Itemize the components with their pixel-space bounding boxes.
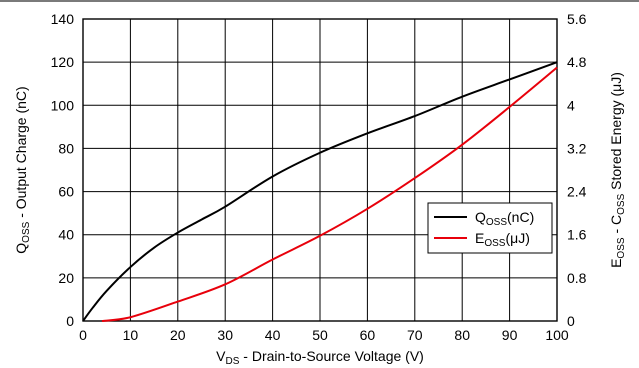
x-axis-title: VDS - Drain-to-Source Voltage (V) — [216, 348, 424, 367]
legend-box — [427, 202, 553, 254]
y-left-axis-title: QOSS - Output Charge (nC) — [13, 86, 32, 253]
y-right-tick-label-2: 1.6 — [567, 227, 587, 243]
y-right-tick-labels: 0 0.8 1.6 2.4 3.2 4 4.8 5.6 — [567, 11, 587, 329]
y-left-tick-label-6: 120 — [51, 54, 75, 70]
top-border-line — [0, 0, 639, 2]
series-lines — [82, 61, 558, 322]
x-tick-label-5: 50 — [312, 327, 328, 343]
y-left-tick-label-3: 60 — [58, 184, 74, 200]
x-tick-label-3: 30 — [217, 327, 233, 343]
y-left-tick-label-4: 80 — [58, 140, 74, 156]
series-line-qoss — [82, 61, 558, 322]
x-tick-label-10: 100 — [545, 327, 569, 343]
y-right-tick-label-3: 2.4 — [567, 184, 587, 200]
plot-frame — [82, 18, 558, 322]
x-tick-label-2: 20 — [170, 327, 186, 343]
y-right-tick-label-0: 0 — [567, 313, 575, 329]
series-line-eoss — [101, 66, 558, 322]
x-tick-label-6: 60 — [360, 327, 376, 343]
y-right-tick-label-1: 0.8 — [567, 270, 587, 286]
legend-label-qoss: QOSS(nC) — [475, 209, 534, 228]
y-left-tick-label-5: 100 — [51, 97, 75, 113]
x-tick-label-4: 40 — [265, 327, 281, 343]
y-left-tick-label-1: 20 — [58, 270, 74, 286]
legend: QOSS(nC) EOSS(μJ) — [427, 202, 553, 254]
y-right-tick-label-4: 3.2 — [567, 140, 587, 156]
y-left-tick-label-0: 0 — [66, 313, 74, 329]
y-left-tick-label-2: 40 — [58, 227, 74, 243]
x-tick-label-9: 90 — [502, 327, 518, 343]
x-tick-label-0: 0 — [79, 327, 87, 343]
x-tick-label-7: 70 — [407, 327, 423, 343]
x-tick-label-1: 10 — [123, 327, 139, 343]
y-right-tick-label-5: 4 — [567, 97, 575, 113]
x-tick-label-8: 80 — [454, 327, 470, 343]
y-right-axis-title: EOSS - COSS Stored Energy (μJ) — [608, 72, 627, 268]
y-right-tick-label-7: 5.6 — [567, 11, 587, 27]
y-right-tick-label-6: 4.8 — [567, 54, 587, 70]
legend-label-eoss: EOSS(μJ) — [475, 230, 530, 249]
y-left-tick-labels: 0 20 40 60 80 100 120 140 — [51, 11, 75, 329]
y-left-tick-label-7: 140 — [51, 11, 75, 27]
x-tick-labels: 0 10 20 30 40 50 60 70 80 90 100 — [79, 327, 569, 343]
